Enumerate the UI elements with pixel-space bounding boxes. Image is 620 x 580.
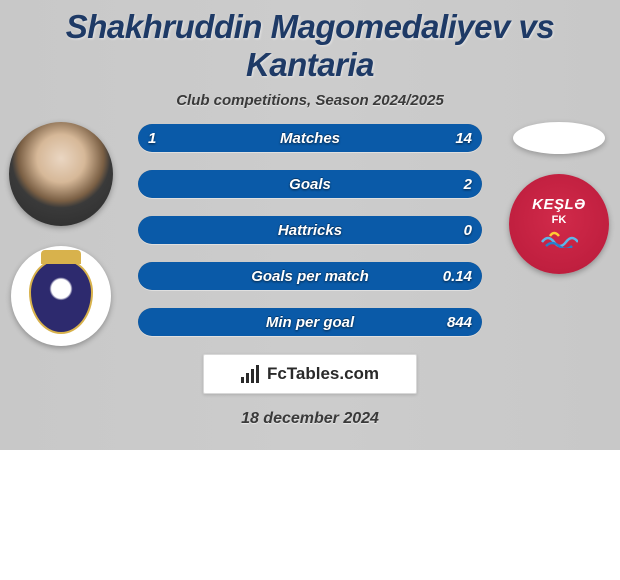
branding-badge[interactable]: FcTables.com — [203, 354, 417, 394]
club-sub-right: FK — [509, 214, 609, 226]
club-badge-right: KEŞLƏ FK — [509, 174, 609, 274]
left-player-column — [8, 122, 114, 346]
player-photo-left — [9, 122, 113, 226]
stat-value-right: 14 — [455, 124, 472, 152]
stat-value-left: 1 — [148, 124, 156, 152]
stat-label: Min per goal — [138, 308, 482, 336]
club-crest-left — [29, 258, 93, 334]
stat-row: Matches1 14 — [138, 124, 482, 152]
stat-value-right: 2 — [464, 170, 472, 198]
stats-list: Matches1 14 Goals2 Hattricks0 Goals per matc… — [138, 124, 482, 336]
stat-row: Goals2 — [138, 170, 482, 198]
stat-label: Matches — [138, 124, 482, 152]
date-label: 18 december 2024 — [0, 410, 620, 428]
club-waves-icon — [540, 230, 578, 248]
club-name-right: KEŞLƏ — [509, 196, 609, 213]
page-title: Shakhruddin Magomedaliyev vs Kantaria — [0, 0, 620, 84]
stat-value-right: 844 — [447, 308, 472, 336]
subtitle: Club competitions, Season 2024/2025 — [0, 92, 620, 109]
club-badge-left — [11, 246, 111, 346]
stat-label: Goals per match — [138, 262, 482, 290]
stat-row: Hattricks0 — [138, 216, 482, 244]
stat-row: Goals per match0.14 — [138, 262, 482, 290]
stat-label: Hattricks — [138, 216, 482, 244]
stat-value-right: 0 — [464, 216, 472, 244]
stat-label: Goals — [138, 170, 482, 198]
right-player-column: KEŞLƏ FK — [506, 122, 612, 274]
stat-row: Min per goal844 — [138, 308, 482, 336]
stat-value-right: 0.14 — [443, 262, 472, 290]
branding-text: FcTables.com — [267, 364, 379, 384]
player-photo-right-placeholder — [513, 122, 605, 154]
bar-chart-icon — [241, 365, 263, 383]
comparison-card: Shakhruddin Magomedaliyev vs Kantaria Cl… — [0, 0, 620, 450]
